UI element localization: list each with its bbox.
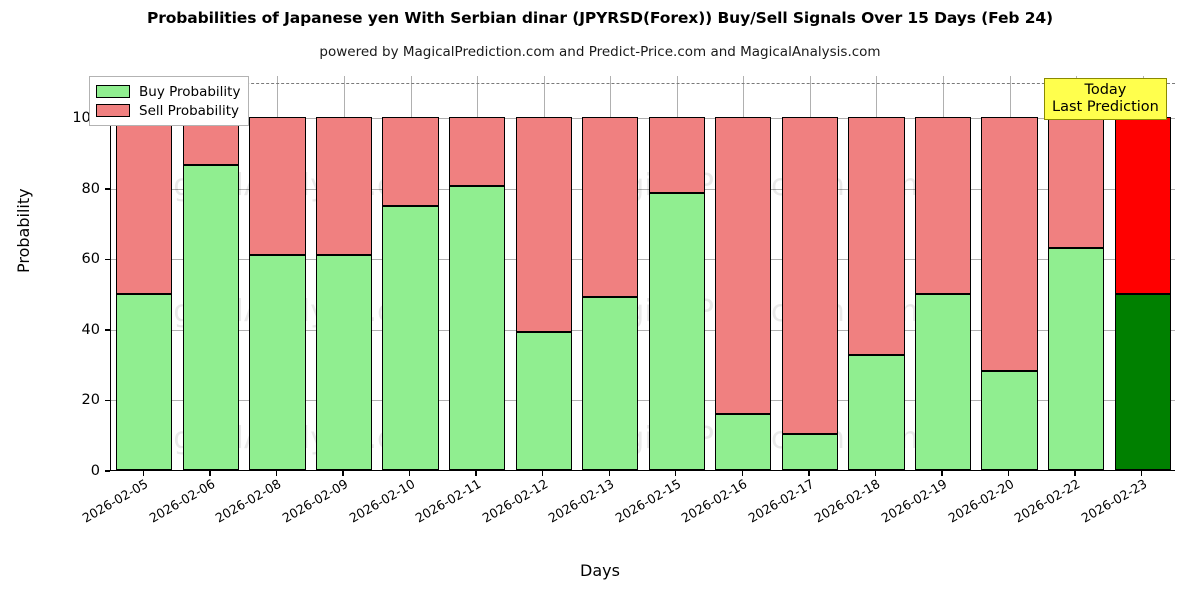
x-axis-label: Days (580, 561, 620, 580)
bar-segment-buy[interactable] (582, 297, 639, 470)
today-annotation-line2: Last Prediction (1052, 98, 1159, 115)
legend-label-buy: Buy Probability (139, 83, 241, 100)
y-tick-mark (105, 470, 110, 472)
y-tick-mark (105, 188, 110, 190)
bar-segment-buy[interactable] (182, 164, 239, 470)
x-tick-mark (541, 471, 544, 476)
x-tick-mark (142, 471, 144, 476)
bar-segment-buy[interactable] (1048, 247, 1105, 470)
x-tick-mark (608, 471, 610, 476)
bar-segment-buy[interactable] (648, 193, 705, 470)
x-tick-mark (475, 471, 477, 476)
reference-line (111, 83, 1175, 85)
chart-subtitle: powered by MagicalPrediction.com and Pre… (319, 44, 881, 60)
y-tick-label: 0 (90, 463, 100, 479)
bar-segment-sell[interactable] (515, 117, 572, 333)
gridline-horizontal (111, 329, 1175, 331)
bar-column[interactable] (981, 76, 1038, 470)
bar-column[interactable] (781, 76, 839, 470)
bar-column[interactable] (848, 76, 905, 470)
x-tick-mark (408, 471, 411, 476)
bar-column[interactable] (1114, 76, 1171, 470)
bar-column[interactable] (315, 76, 373, 470)
bar-segment-buy[interactable] (315, 254, 373, 470)
x-tick-mark (275, 471, 278, 476)
x-tick-mark (874, 471, 877, 476)
bar-segment-sell[interactable] (848, 117, 905, 356)
bar-segment-sell[interactable] (715, 117, 772, 414)
bar-segment-buy[interactable] (249, 254, 306, 470)
legend-swatch-sell (96, 104, 130, 117)
bar-column[interactable] (249, 76, 306, 470)
y-tick-label: 20 (81, 392, 100, 409)
y-tick-mark (105, 399, 110, 402)
x-tick-mark (1141, 471, 1143, 476)
bar-segment-sell[interactable] (914, 117, 972, 294)
x-tick-mark (741, 471, 744, 476)
bar-segment-buy[interactable] (781, 433, 839, 470)
bar-segment-sell[interactable] (249, 117, 306, 255)
bar-segment-buy[interactable] (914, 293, 972, 470)
bar-segment-sell[interactable] (116, 117, 173, 294)
x-tick-mark (209, 471, 211, 476)
y-tick-label: 40 (81, 321, 100, 338)
plot-area: MagicalAnalysis.comMagicalPrediction.com… (110, 76, 1175, 471)
bar-segment-sell[interactable] (781, 117, 839, 434)
gridline-horizontal (111, 259, 1175, 261)
chart-title: Probabilities of Japanese yen With Serbi… (146, 9, 1054, 27)
bar-column[interactable] (182, 76, 239, 470)
bar-segment-buy[interactable] (981, 371, 1038, 470)
y-tick-label: 80 (81, 180, 100, 197)
bar-column[interactable] (582, 76, 639, 470)
bar-segment-buy[interactable] (715, 413, 772, 470)
bar-segment-buy[interactable] (848, 355, 905, 470)
gridline-horizontal (111, 400, 1175, 402)
y-tick-mark (105, 258, 110, 261)
legend-label-sell: Sell Probability (139, 102, 240, 119)
x-tick-mark (941, 471, 943, 476)
bar-column[interactable] (448, 76, 506, 470)
bar-segment-sell[interactable] (582, 117, 639, 298)
x-tick-mark (342, 471, 344, 476)
bar-segment-sell[interactable] (1048, 117, 1105, 248)
bar-column[interactable] (715, 76, 772, 470)
bar-segment-buy[interactable] (448, 186, 506, 470)
bar-segment-sell[interactable] (1114, 117, 1171, 294)
y-tick-label: 60 (81, 251, 100, 268)
bar-column[interactable] (648, 76, 705, 470)
bar-column[interactable] (1048, 76, 1105, 470)
bar-column[interactable] (382, 76, 439, 470)
bar-segment-buy[interactable] (1114, 293, 1171, 470)
x-tick-mark (1007, 471, 1010, 476)
legend-item-sell: Sell Probability (96, 101, 240, 120)
bar-segment-sell[interactable] (648, 117, 705, 194)
plot-inner: MagicalAnalysis.comMagicalPrediction.com… (111, 76, 1175, 470)
bar-segment-sell[interactable] (382, 117, 439, 206)
bar-segment-buy[interactable] (382, 205, 439, 470)
bar-segment-sell[interactable] (315, 117, 373, 255)
bar-column[interactable] (116, 76, 173, 470)
today-annotation: Today Last Prediction (1044, 78, 1167, 121)
chart-legend: Buy Probability Sell Probability (89, 76, 250, 126)
x-tick-mark (808, 471, 810, 476)
today-annotation-line1: Today (1084, 82, 1127, 98)
bar-segment-buy[interactable] (116, 293, 173, 470)
x-tick-mark (1074, 471, 1076, 476)
legend-swatch-buy (96, 85, 130, 98)
gridline-horizontal (111, 188, 1175, 190)
y-axis-label: Probability (14, 188, 33, 273)
bar-segment-buy[interactable] (515, 332, 572, 470)
y-tick-mark (105, 329, 110, 331)
gridline-horizontal (111, 118, 1175, 120)
bar-segment-sell[interactable] (981, 117, 1038, 372)
legend-item-buy: Buy Probability (96, 82, 240, 101)
x-tick-mark (675, 471, 677, 476)
bar-segment-sell[interactable] (448, 117, 506, 187)
bar-column[interactable] (914, 76, 972, 470)
bar-column[interactable] (515, 76, 572, 470)
